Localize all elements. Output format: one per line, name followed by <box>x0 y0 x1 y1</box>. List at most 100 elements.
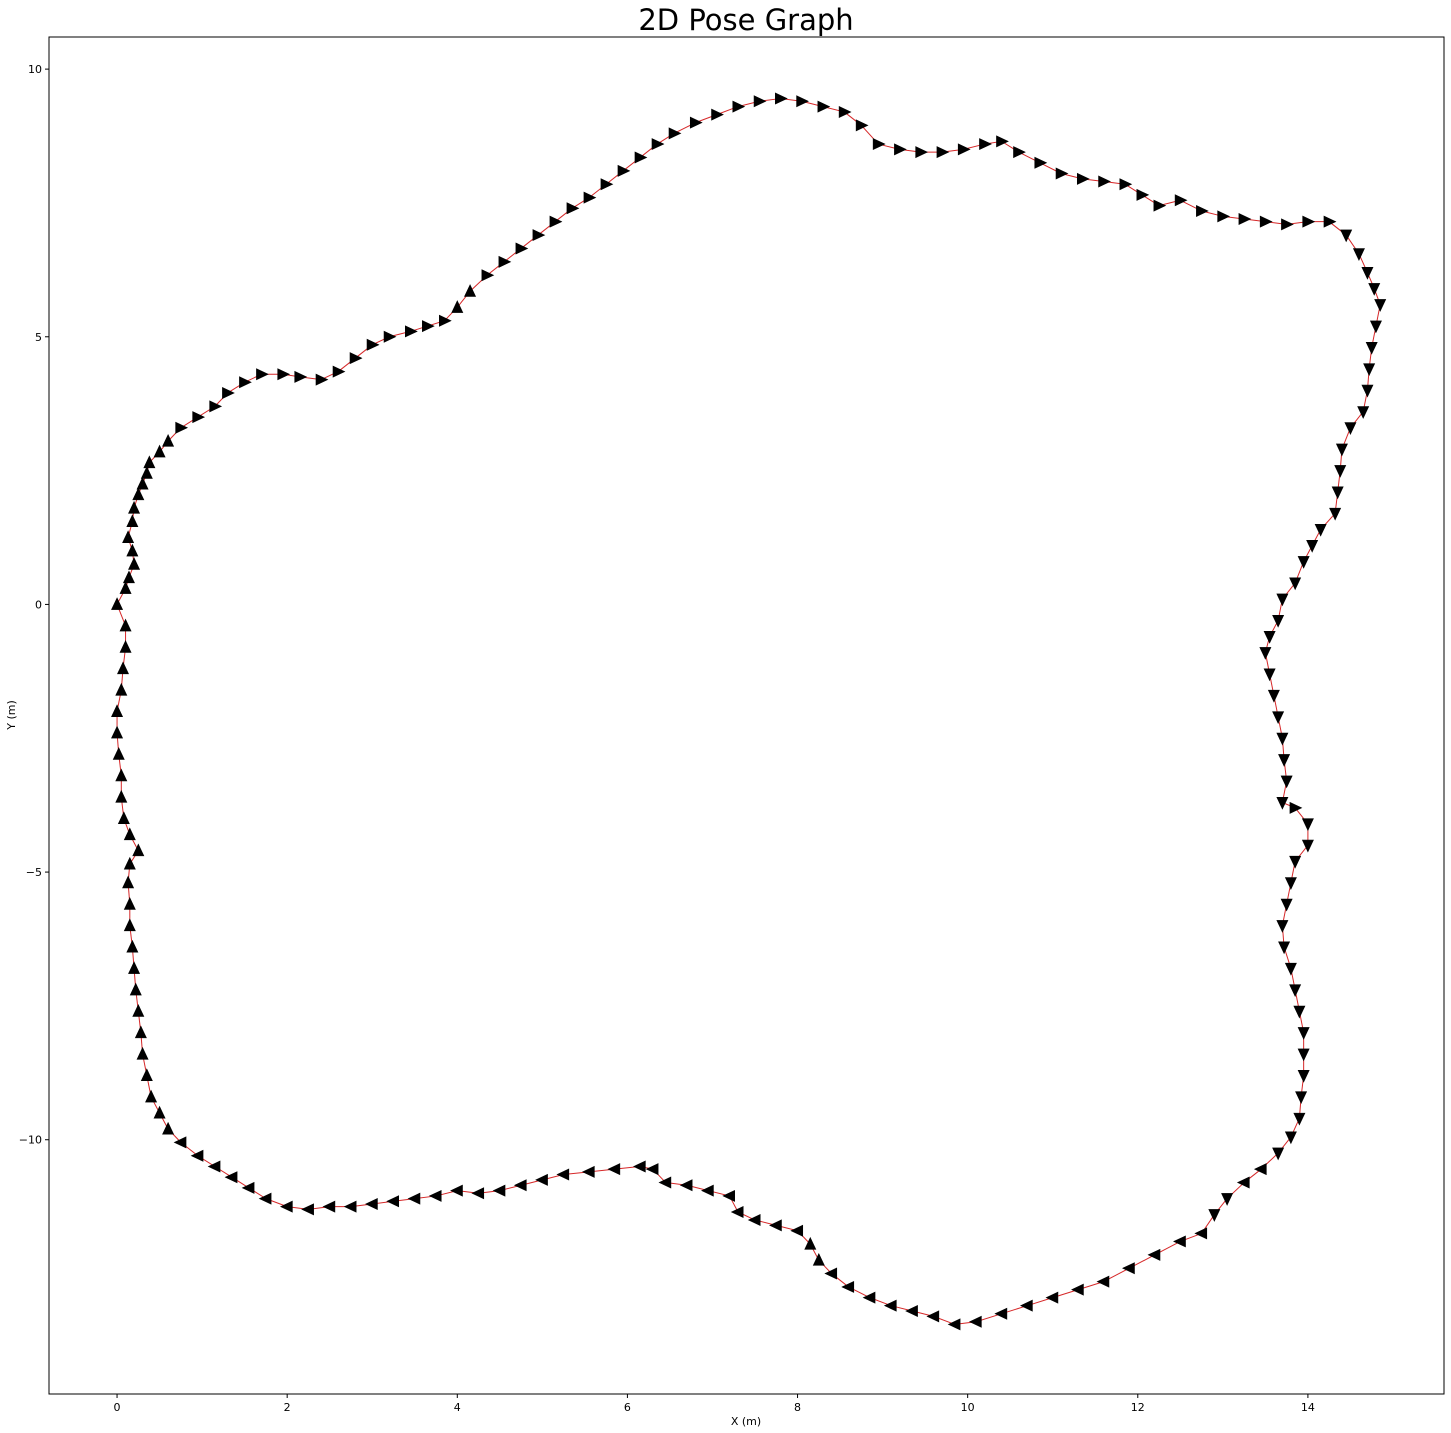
pose-marker <box>1374 299 1387 312</box>
pose-marker <box>122 570 135 584</box>
pose-marker <box>123 856 136 870</box>
pose-marker <box>947 1318 961 1331</box>
pose-marker <box>747 1214 761 1227</box>
pose-marker <box>115 789 128 803</box>
pose-marker <box>581 1165 595 1178</box>
pose-marker <box>1301 839 1314 853</box>
x-axis-label: X (m) <box>731 1415 761 1428</box>
pose-marker <box>115 768 128 782</box>
x-tick-label: 10 <box>961 1401 975 1414</box>
pose-marker <box>1194 1227 1208 1240</box>
pose-marker <box>632 1160 646 1173</box>
pose-marker <box>1119 178 1133 191</box>
pose-marker <box>532 229 546 242</box>
pose-marker <box>1196 204 1209 217</box>
pose-marker <box>1289 801 1303 814</box>
pose-marker <box>386 1195 399 1208</box>
pose-marker <box>1019 1299 1033 1312</box>
pose-marker <box>481 269 495 282</box>
pose-marker <box>1208 1209 1221 1222</box>
pose-marker <box>464 284 477 297</box>
pose-marker <box>926 1310 940 1323</box>
pose-marker <box>1236 1176 1250 1189</box>
pose-marker <box>332 365 346 378</box>
pose-marker <box>119 618 132 632</box>
y-tick-label: 5 <box>35 331 42 344</box>
pose-marker <box>645 1163 659 1176</box>
pose-marker <box>122 875 135 889</box>
pose-marker <box>957 143 971 156</box>
pose-marker <box>132 843 145 857</box>
pose-marker <box>1096 1275 1110 1288</box>
pose-marker <box>115 682 128 696</box>
pose-marker <box>1173 1235 1186 1248</box>
pose-marker <box>1098 175 1111 188</box>
pose-marker <box>979 138 992 151</box>
pose-marker <box>1263 631 1276 644</box>
pose-marker <box>824 1267 838 1280</box>
pose-marker <box>1259 215 1273 228</box>
pose-marker <box>1281 218 1294 231</box>
pose-marker <box>872 138 886 151</box>
pose-marker <box>132 487 145 501</box>
pose-marker <box>1259 647 1272 660</box>
pose-marker <box>701 1184 714 1197</box>
pose-marker <box>968 1315 982 1328</box>
pose-marker <box>1174 194 1188 207</box>
pose-marker <box>143 455 156 469</box>
pose-marker <box>1284 962 1297 976</box>
pose-marker <box>1217 210 1231 223</box>
pose-marker <box>894 143 907 156</box>
pose-marker <box>439 314 452 327</box>
pose-marker <box>1147 1248 1161 1261</box>
pose-marker <box>515 242 529 255</box>
pose-marker <box>132 1004 145 1017</box>
pose-marker <box>838 105 852 118</box>
pose-marker <box>277 368 291 381</box>
pose-marker <box>994 1307 1008 1320</box>
pose-marker <box>915 146 929 159</box>
pose-marker <box>1045 1291 1059 1304</box>
y-axis: −10 −5 0 5 10 <box>19 63 49 1147</box>
pose-marker <box>128 961 141 974</box>
pose-marker <box>1329 507 1342 521</box>
x-tick-label: 6 <box>624 1401 631 1414</box>
pose-marker <box>422 320 435 333</box>
pose-marker <box>769 1219 782 1232</box>
pose-marker <box>753 95 767 108</box>
pose-marker <box>1122 1262 1135 1275</box>
pose-marker <box>241 1181 255 1194</box>
pose-marker <box>617 164 631 177</box>
pose-marker <box>153 1105 166 1119</box>
pose-marker <box>111 597 124 610</box>
pose-marker <box>1361 267 1374 280</box>
pose-marker <box>190 1149 204 1162</box>
pose-marker <box>365 1197 378 1210</box>
pose-marker <box>343 1200 357 1213</box>
pose-marker <box>366 338 380 351</box>
pose-marker <box>134 1025 147 1039</box>
pose-marker <box>1272 1147 1285 1161</box>
pose-marker <box>1289 855 1302 869</box>
pose-marker <box>1071 1283 1084 1296</box>
pose-marker <box>451 300 464 313</box>
pose-marker <box>1340 229 1353 243</box>
pose-marker <box>1221 1193 1234 1206</box>
pose-marker <box>1278 941 1291 955</box>
pose-marker <box>192 411 206 424</box>
pose-marker <box>1297 1027 1310 1040</box>
pose-marker <box>634 151 648 164</box>
pose-marker <box>162 433 175 447</box>
pose-marker <box>566 202 580 215</box>
pose-marker <box>119 640 132 653</box>
y-tick-label: −5 <box>26 866 42 879</box>
pose-marker <box>1297 1069 1310 1083</box>
pose-marker <box>1136 188 1150 201</box>
pose-marker <box>405 325 418 338</box>
pose-marker <box>111 725 124 739</box>
pose-marker <box>112 747 125 760</box>
chart-title: 2D Pose Graph <box>638 3 853 37</box>
pose-marker <box>117 811 130 825</box>
pose-marker <box>1153 199 1167 212</box>
pose-marker <box>1284 877 1297 890</box>
